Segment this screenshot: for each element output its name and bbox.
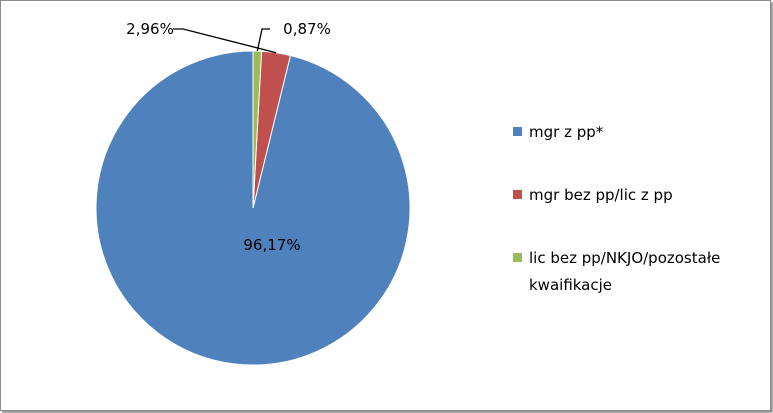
legend-label-lic-bez-pp-line2: kwaifikacje — [529, 276, 612, 294]
legend-swatch-lic-bez-pp — [513, 253, 522, 262]
leader-lines — [173, 28, 277, 54]
leader-line-mgr-bez-pp — [173, 28, 277, 54]
legend: mgr z pp* mgr bez pp/lic z pp lic bez pp… — [513, 123, 720, 294]
data-label-lic-bez-pp: 0,87% — [283, 20, 331, 38]
leader-line-lic-bez-pp — [256, 28, 270, 52]
pie-slices — [95, 50, 411, 366]
data-label-mgr-bez-pp: 2,96% — [126, 20, 174, 38]
data-label-mgr-z-pp: 96,17% — [243, 236, 300, 254]
legend-label-mgr-z-pp: mgr z pp* — [529, 123, 604, 141]
legend-label-mgr-bez-pp: mgr bez pp/lic z pp — [529, 186, 673, 204]
legend-swatch-mgr-z-pp — [513, 127, 522, 136]
legend-label-lic-bez-pp-line1: lic bez pp/NKJO/pozostałe — [529, 249, 720, 267]
legend-swatch-mgr-bez-pp — [513, 190, 522, 199]
